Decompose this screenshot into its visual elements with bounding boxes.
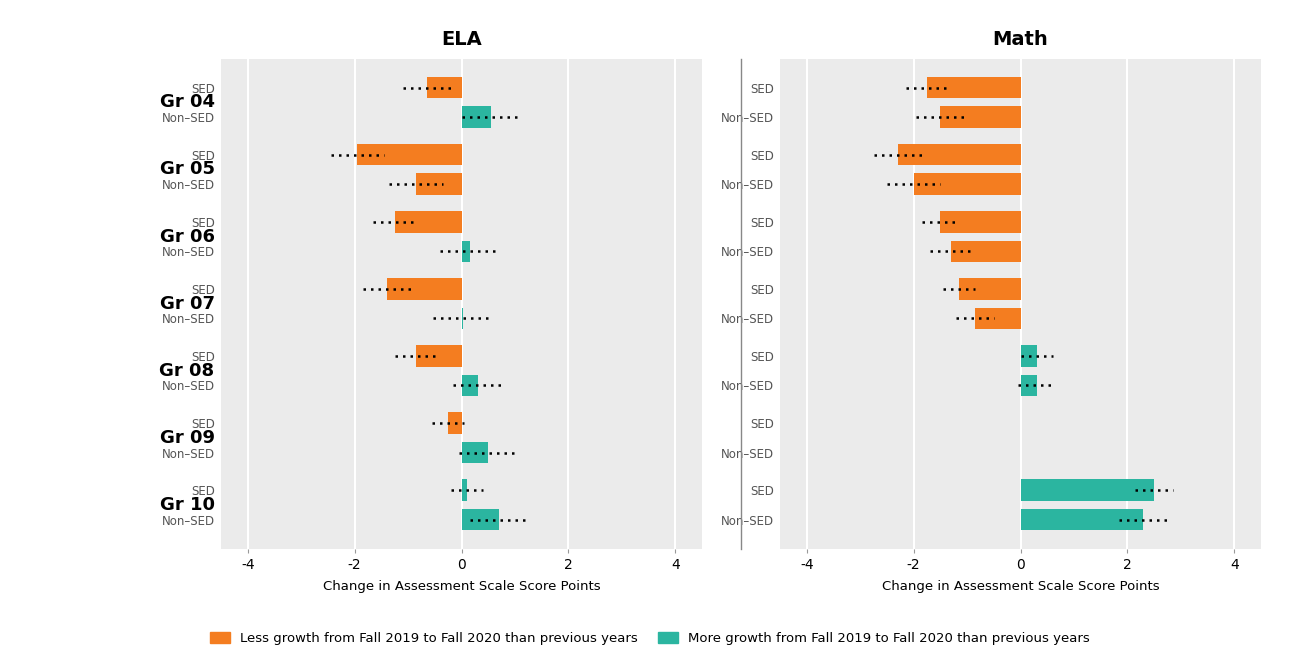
Bar — [952, 240, 1021, 262]
Bar — [386, 278, 461, 300]
X-axis label: Change in Assessment Scale Score Points: Change in Assessment Scale Score Points — [322, 580, 601, 593]
Bar — [975, 308, 1020, 329]
Bar — [940, 106, 1020, 128]
Bar — [462, 442, 489, 464]
Bar — [462, 509, 499, 530]
Bar — [1020, 509, 1144, 530]
Bar — [959, 278, 1020, 300]
Legend: Less growth from Fall 2019 to Fall 2020 than previous years, More growth from Fa: Less growth from Fall 2019 to Fall 2020 … — [204, 626, 1096, 650]
Bar — [448, 412, 461, 434]
Bar — [1020, 375, 1036, 396]
Title: ELA: ELA — [441, 30, 482, 49]
Bar — [462, 375, 477, 396]
Text: Gr 06: Gr 06 — [160, 227, 215, 246]
Bar — [462, 479, 467, 501]
Text: Gr 08: Gr 08 — [160, 362, 215, 380]
Title: Math: Math — [993, 30, 1048, 49]
Text: Gr 04: Gr 04 — [160, 93, 215, 112]
X-axis label: Change in Assessment Scale Score Points: Change in Assessment Scale Score Points — [881, 580, 1160, 593]
Bar — [897, 144, 1020, 165]
Bar — [914, 174, 1021, 195]
Bar — [416, 345, 462, 367]
Bar — [395, 211, 462, 232]
Bar — [358, 144, 462, 165]
Bar — [1020, 345, 1036, 367]
Bar — [940, 211, 1020, 232]
Bar — [927, 77, 1020, 99]
Bar — [426, 77, 462, 99]
Bar — [1020, 479, 1154, 501]
Text: Gr 05: Gr 05 — [160, 161, 215, 178]
Text: Gr 10: Gr 10 — [160, 496, 215, 514]
Bar — [416, 174, 462, 195]
Bar — [462, 106, 491, 128]
Bar — [462, 240, 469, 262]
Text: Gr 09: Gr 09 — [160, 429, 215, 447]
Text: Gr 07: Gr 07 — [160, 295, 215, 313]
